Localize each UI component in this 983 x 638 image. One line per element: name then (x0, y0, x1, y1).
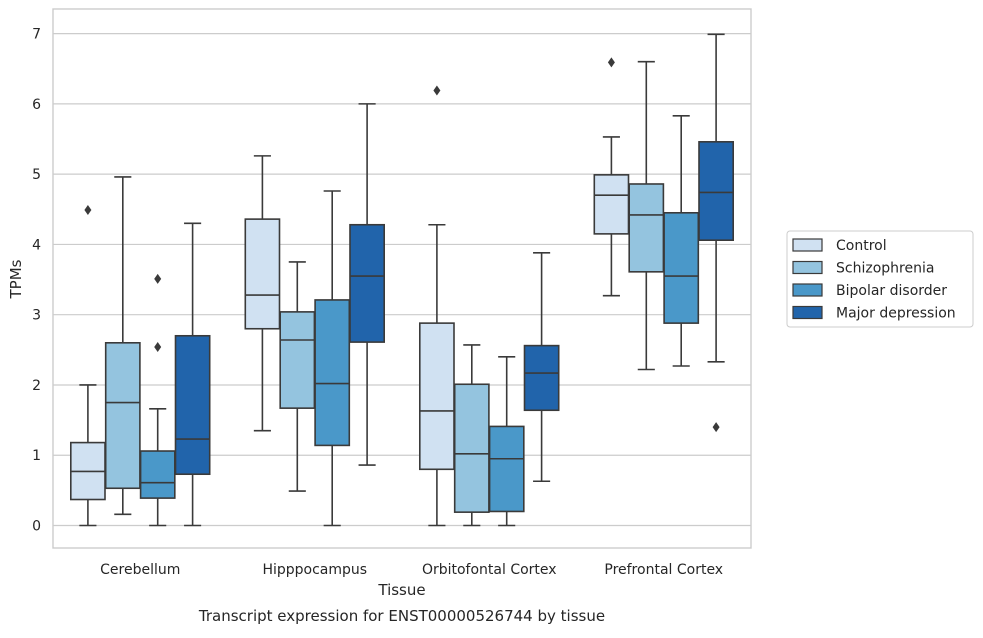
box-group (698, 33, 735, 433)
chart-caption: Transcript expression for ENST0000052674… (198, 607, 605, 625)
legend-label: Schizophrenia (836, 261, 934, 277)
y-tick-label: 4 (32, 237, 41, 253)
x-axis-label: Tissue (377, 581, 425, 599)
box-group (314, 190, 351, 527)
box-group (523, 252, 560, 483)
box-group (279, 261, 316, 492)
box-group (488, 356, 525, 527)
x-tick-label: Cerebellum (100, 562, 180, 578)
iqr-box (663, 211, 700, 324)
outlier-point (712, 422, 720, 433)
box-group (349, 103, 386, 466)
y-tick-labels: 0 1 2 3 4 5 6 7 (32, 27, 41, 535)
y-tick-label: 0 (32, 519, 41, 535)
y-tick-label: 6 (32, 97, 41, 113)
legend-swatch (792, 260, 823, 275)
outlier-point (607, 57, 615, 68)
legend-label: Control (836, 238, 887, 254)
box-group (244, 155, 281, 432)
box-group (418, 85, 455, 527)
box-group (69, 204, 106, 527)
outlier-point (154, 342, 162, 353)
x-tick-label: Hipppocampus (262, 562, 367, 578)
legend-swatch (792, 305, 823, 320)
box-group (174, 222, 211, 527)
iqr-box (488, 425, 525, 513)
iqr-box (174, 334, 211, 476)
box-group (104, 176, 141, 516)
iqr-box (628, 183, 665, 273)
box-group (628, 60, 665, 371)
box-group (453, 344, 490, 527)
legend-label: Major depression (836, 306, 956, 322)
y-axis-label: TPMs (7, 259, 25, 299)
legend-swatch (792, 238, 823, 252)
iqr-box (244, 218, 281, 330)
iqr-box (349, 223, 386, 343)
legend-frame (786, 230, 974, 328)
iqr-box (104, 342, 141, 490)
iqr-box (139, 450, 176, 499)
legend: Control Schizophrenia Bipolar disorder Majo… (786, 230, 974, 328)
box-group (139, 273, 176, 527)
iqr-box (418, 322, 455, 471)
box-group (593, 57, 630, 297)
iqr-box (453, 383, 490, 513)
y-tick-label: 7 (32, 27, 41, 43)
legend-swatch (792, 283, 823, 297)
iqr-box (593, 174, 630, 235)
y-tick-label: 5 (32, 167, 41, 183)
iqr-box (279, 311, 316, 409)
y-tick-label: 3 (32, 308, 41, 324)
y-tick-label: 1 (32, 448, 41, 464)
plot-frame (52, 8, 752, 549)
box-group (663, 115, 700, 367)
legend-label: Bipolar disorder (836, 283, 947, 299)
x-tick-labels: Cerebellum Hipppocampus Orbitofontal Corte… (100, 562, 723, 578)
outlier-point (84, 204, 92, 215)
y-tick-label: 2 (32, 378, 41, 394)
iqr-box (523, 344, 560, 412)
iqr-box (698, 141, 735, 242)
boxes (69, 33, 735, 527)
x-tick-label: Orbitofontal Cortex (422, 562, 557, 578)
iqr-box (314, 299, 351, 447)
x-tick-label: Prefrontal Cortex (604, 562, 723, 578)
outlier-point (433, 85, 441, 96)
outlier-point (154, 273, 162, 284)
